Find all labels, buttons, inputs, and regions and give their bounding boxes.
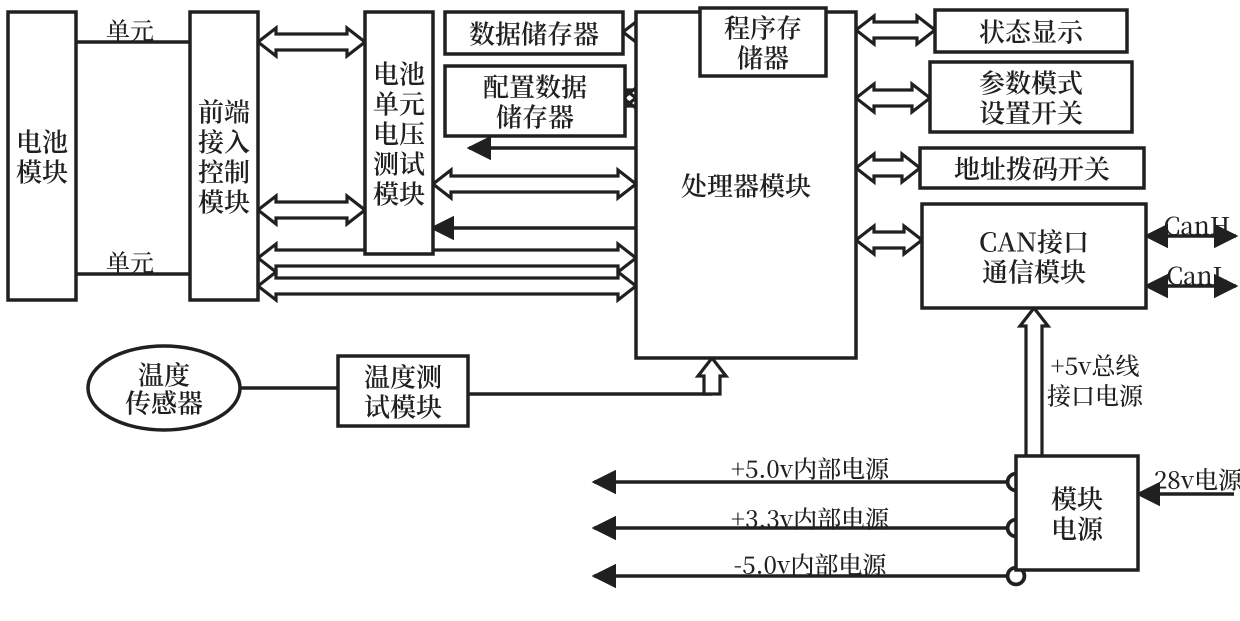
label-unit_bot: 单元 xyxy=(106,244,154,279)
label-p50: +5.0v内部电源 xyxy=(731,450,890,485)
node-can: CAN接口通信模块 xyxy=(922,204,1146,308)
label-bus5v_b: 接口电源 xyxy=(1047,377,1144,412)
label-unit_top: 单元 xyxy=(106,12,154,47)
bus-arrow-up xyxy=(1020,308,1048,456)
label-p28: 28v电源 xyxy=(1154,461,1240,496)
label-canh: CanH xyxy=(1164,207,1231,242)
node-ttest: 温度测试模块 xyxy=(338,356,468,426)
node-cfgmem: 配置数据储存器 xyxy=(445,66,625,136)
node-label: 传感器 xyxy=(125,384,203,421)
bus-arrow xyxy=(258,28,365,56)
node-label: 模块 xyxy=(373,175,425,212)
node-frontend: 前端接入控制模块 xyxy=(190,12,258,300)
node-psu: 模块电源 xyxy=(1016,456,1138,570)
bus-arrow-up xyxy=(698,358,726,394)
node-label: 试模块 xyxy=(364,388,442,425)
node-progmem: 程序存储器 xyxy=(700,8,826,76)
node-label: 设置开关 xyxy=(979,94,1083,131)
node-status: 状态显示 xyxy=(935,10,1127,52)
node-label: 处理器模块 xyxy=(681,167,811,204)
label-n50: -5.0v内部电源 xyxy=(734,546,888,581)
node-datamem: 数据储存器 xyxy=(445,12,623,54)
node-param: 参数模式设置开关 xyxy=(930,62,1132,132)
node-label: 数据储存器 xyxy=(469,15,599,52)
bus-arrow xyxy=(856,154,920,182)
bus-arrow xyxy=(856,84,930,112)
bus-arrow xyxy=(258,272,636,300)
bus-arrow xyxy=(258,196,365,224)
bus-arrow xyxy=(856,16,935,44)
bus-arrow xyxy=(258,244,636,272)
bus-arrow xyxy=(433,170,636,198)
node-label: 地址拨码开关 xyxy=(954,150,1110,187)
node-tsens: 温度传感器 xyxy=(88,346,240,430)
node-label: 状态显示 xyxy=(979,13,1084,50)
node-battery: 电池模块 xyxy=(8,12,76,300)
node-label: 通信模块 xyxy=(982,253,1086,290)
node-label: 储存器 xyxy=(496,98,574,135)
node-cvtest: 电池单元电压测试模块 xyxy=(365,12,433,254)
node-label: 电源 xyxy=(1051,510,1104,547)
label-canl: CanL xyxy=(1166,257,1227,292)
node-label: 储器 xyxy=(737,39,789,76)
label-p33: +3.3v内部电源 xyxy=(731,500,890,535)
bus-arrow xyxy=(856,226,922,254)
node-addr: 地址拨码开关 xyxy=(920,148,1144,188)
node-label: 模块 xyxy=(198,183,250,220)
node-label: 模块 xyxy=(16,153,68,190)
